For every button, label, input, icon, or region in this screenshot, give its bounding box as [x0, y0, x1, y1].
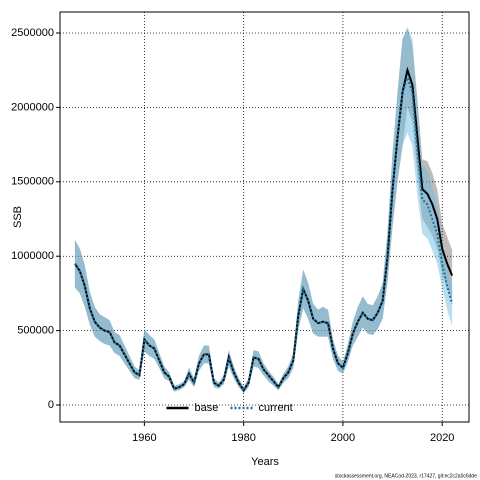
y-tick-label: 2000000: [11, 101, 54, 113]
x-tick-label: 1980: [231, 432, 255, 444]
y-tick-label: 2500000: [11, 27, 54, 39]
y-axis-label: SSB: [12, 206, 24, 228]
legend-label: base: [195, 402, 219, 414]
x-tick-label: 2000: [331, 432, 355, 444]
y-tick-label: 1000000: [11, 250, 54, 262]
confidence-band: [74, 27, 453, 394]
footnote: stockassessment.org, NEACod-2023, r17427…: [335, 473, 478, 479]
x-tick-label: 1960: [132, 432, 156, 444]
plot-frame: [59, 11, 470, 423]
y-tick-label: 1500000: [11, 176, 54, 188]
x-axis-label: Years: [251, 456, 279, 468]
y-tick-label: 500000: [17, 325, 54, 337]
legend-label: current: [259, 402, 293, 414]
y-tick-label: 0: [48, 399, 54, 411]
series-line: [74, 74, 454, 392]
x-tick-label: 2020: [430, 432, 454, 444]
confidence-band: [74, 28, 453, 394]
